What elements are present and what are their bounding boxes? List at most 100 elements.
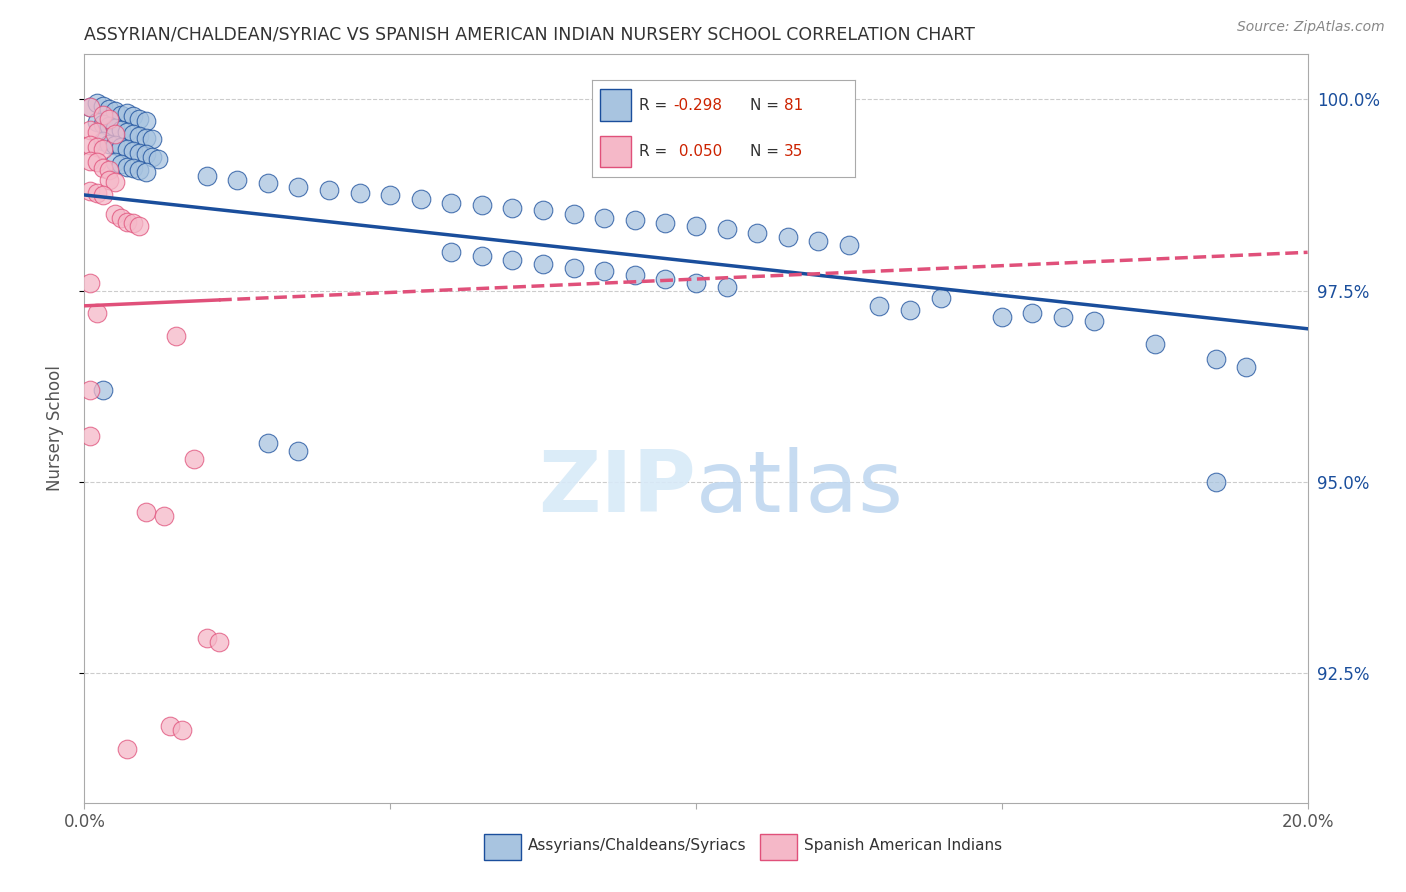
- Point: [1205, 352, 1227, 367]
- Point: [929, 291, 952, 305]
- Point: [172, 723, 194, 738]
- Point: [115, 142, 138, 156]
- Point: [440, 195, 463, 210]
- Point: [86, 140, 108, 154]
- Point: [79, 123, 101, 137]
- Point: [79, 184, 101, 198]
- Point: [104, 138, 127, 153]
- Point: [685, 219, 707, 233]
- Point: [349, 186, 371, 200]
- Point: [135, 130, 157, 145]
- Point: [91, 188, 114, 202]
- Point: [1143, 337, 1166, 351]
- Point: [79, 138, 101, 153]
- Point: [122, 161, 145, 176]
- Point: [624, 213, 647, 227]
- Point: [122, 109, 145, 123]
- Point: [104, 207, 127, 221]
- Point: [128, 129, 150, 144]
- Point: [869, 299, 891, 313]
- Point: [97, 162, 120, 177]
- Point: [97, 112, 120, 126]
- Point: [91, 98, 114, 112]
- Point: [86, 115, 108, 129]
- Point: [97, 136, 120, 151]
- Point: [135, 147, 157, 161]
- Point: [159, 719, 181, 733]
- Point: [991, 310, 1014, 325]
- Point: [135, 165, 157, 179]
- Point: [257, 436, 280, 450]
- Point: [110, 211, 132, 225]
- Point: [776, 230, 799, 244]
- Point: [195, 632, 218, 646]
- Point: [91, 161, 114, 176]
- Point: [104, 175, 127, 189]
- Point: [79, 429, 101, 443]
- Point: [153, 509, 176, 524]
- Point: [91, 117, 114, 131]
- Point: [716, 222, 738, 236]
- Point: [104, 103, 127, 118]
- Point: [79, 276, 101, 290]
- Point: [91, 383, 114, 397]
- Point: [409, 192, 432, 206]
- Text: ASSYRIAN/CHALDEAN/SYRIAC VS SPANISH AMERICAN INDIAN NURSERY SCHOOL CORRELATION C: ASSYRIAN/CHALDEAN/SYRIAC VS SPANISH AMER…: [84, 26, 976, 44]
- Point: [122, 216, 145, 230]
- Point: [79, 100, 101, 114]
- Text: ZIP: ZIP: [538, 447, 696, 530]
- Point: [141, 150, 163, 164]
- Point: [86, 155, 108, 169]
- Point: [115, 106, 138, 120]
- Point: [226, 172, 249, 186]
- Point: [1052, 310, 1074, 325]
- Point: [502, 201, 524, 215]
- Point: [104, 155, 127, 169]
- Point: [97, 172, 120, 186]
- Point: [110, 123, 132, 137]
- Point: [562, 207, 585, 221]
- Text: atlas: atlas: [696, 447, 904, 530]
- Point: [79, 153, 101, 168]
- Point: [146, 152, 169, 166]
- Text: Source: ZipAtlas.com: Source: ZipAtlas.com: [1237, 20, 1385, 34]
- Point: [654, 272, 676, 286]
- Point: [195, 169, 218, 183]
- Point: [562, 260, 585, 275]
- Point: [165, 329, 187, 343]
- Point: [624, 268, 647, 283]
- Point: [654, 216, 676, 230]
- Point: [122, 127, 145, 141]
- Point: [716, 279, 738, 293]
- Point: [79, 383, 101, 397]
- Point: [110, 140, 132, 154]
- Point: [128, 219, 150, 233]
- Point: [1236, 359, 1258, 374]
- Point: [287, 444, 309, 458]
- Point: [1021, 306, 1043, 320]
- Point: [898, 302, 921, 317]
- Point: [141, 132, 163, 146]
- Point: [86, 186, 108, 200]
- Point: [110, 157, 132, 171]
- Point: [115, 215, 138, 229]
- Point: [183, 451, 205, 466]
- Point: [86, 124, 108, 138]
- Point: [104, 121, 127, 136]
- Point: [128, 162, 150, 177]
- Point: [122, 145, 145, 159]
- Point: [104, 127, 127, 141]
- Point: [135, 113, 157, 128]
- Point: [287, 180, 309, 194]
- Point: [593, 211, 616, 225]
- Point: [1083, 314, 1105, 328]
- Point: [91, 108, 114, 122]
- Point: [91, 135, 114, 149]
- Point: [257, 177, 280, 191]
- Point: [115, 124, 138, 138]
- Point: [318, 183, 340, 197]
- Point: [135, 505, 157, 519]
- Point: [115, 742, 138, 756]
- Point: [91, 142, 114, 156]
- Point: [79, 100, 101, 114]
